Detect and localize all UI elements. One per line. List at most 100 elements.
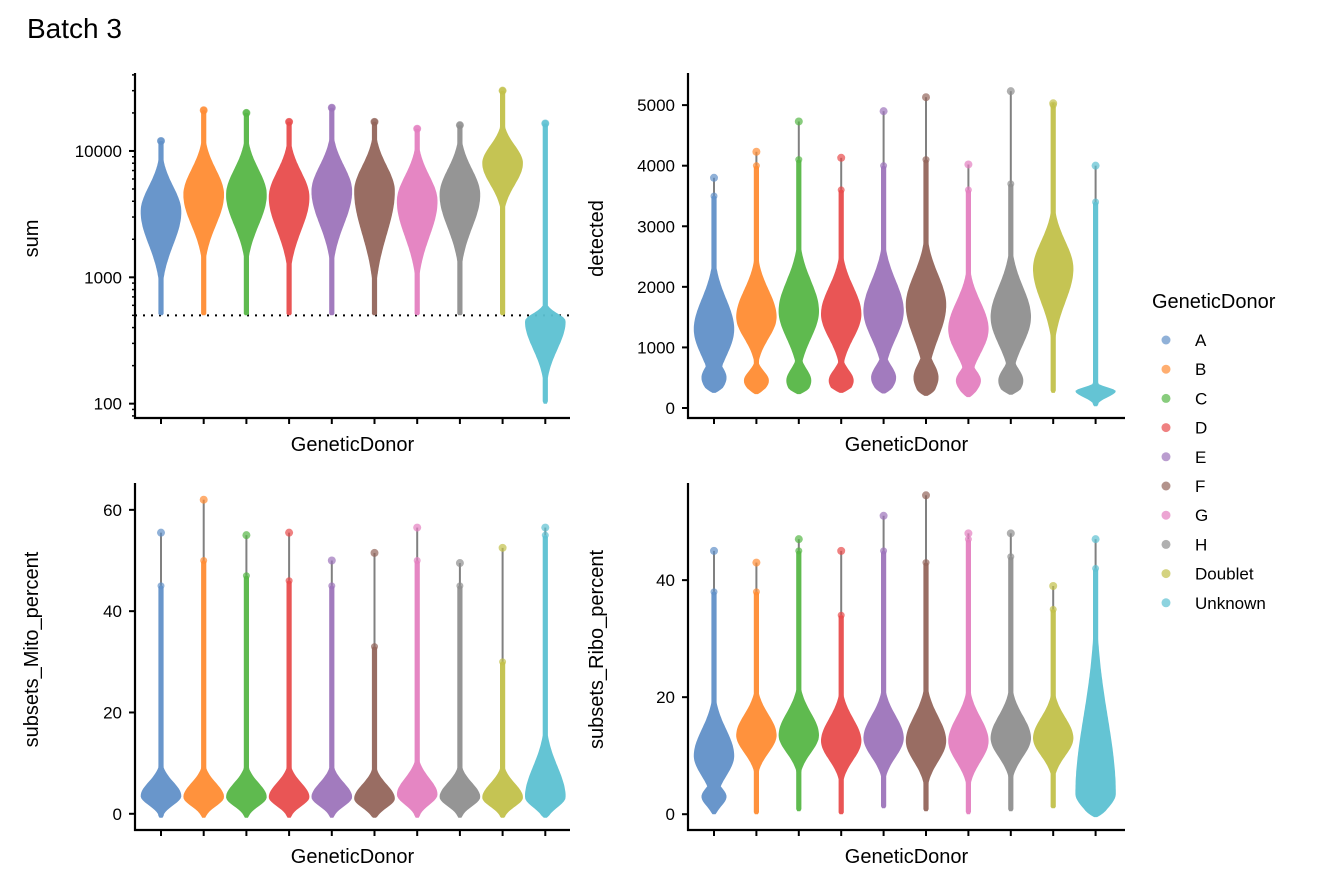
legend-item-F: F	[1161, 477, 1205, 496]
outlier-point	[1007, 180, 1015, 188]
violin-body	[140, 141, 182, 316]
legend-swatch	[1161, 452, 1171, 462]
outlier-point	[413, 125, 421, 133]
outlier-point	[242, 109, 250, 117]
legend-swatch	[1161, 598, 1171, 608]
violin-body	[990, 183, 1031, 395]
panel-subsets_Ribo_percent: 0 20 40 GeneticDonor subsets_Ribo_percent	[586, 483, 1125, 868]
panels: 100100010000GeneticDonorsum0100020003000…	[21, 73, 1125, 868]
outlier-point	[200, 106, 208, 114]
y-tick-label: 1000	[84, 268, 122, 287]
legend-label: F	[1195, 477, 1205, 496]
outlier-point	[710, 546, 718, 555]
violin-C	[226, 108, 267, 316]
legend-item-B: B	[1161, 360, 1206, 379]
violin-D	[268, 528, 310, 818]
legend-label: Doublet	[1195, 565, 1254, 584]
violin-body	[1033, 105, 1074, 393]
outlier-point	[1091, 161, 1100, 170]
outlier-point	[752, 558, 761, 567]
outlier-point	[285, 118, 293, 126]
violin-B	[183, 106, 224, 316]
outlier-point	[1007, 553, 1015, 561]
violin-A	[140, 136, 182, 316]
outlier-point	[456, 582, 464, 590]
violin-G	[396, 124, 438, 316]
panel-sum: 100 1000 10000 GeneticDonor sum	[21, 73, 570, 456]
legend-label: E	[1195, 448, 1206, 467]
y-tick-label: 2000	[637, 278, 675, 297]
violin-Unknown	[1075, 535, 1116, 818]
legend-item-D: D	[1161, 419, 1207, 438]
violin-body	[482, 90, 523, 316]
outlier-point	[371, 118, 378, 126]
outlier-point	[752, 147, 761, 156]
outlier-point	[922, 491, 930, 500]
legend-label: Unknown	[1195, 594, 1266, 613]
violin-Doublet	[1033, 99, 1074, 393]
legend-item-Doublet: Doublet	[1161, 565, 1254, 584]
y-axis-label: sum	[21, 220, 43, 258]
violin-body	[396, 128, 438, 316]
y-tick-label: 40	[103, 602, 122, 621]
violin-body	[863, 165, 904, 394]
violin-body	[525, 535, 566, 818]
legend-label: C	[1195, 389, 1207, 408]
y-tick-label: 60	[103, 501, 122, 520]
outlier-point	[200, 557, 208, 565]
y-tick-label: 100	[94, 395, 122, 414]
violin-C	[226, 531, 267, 818]
violin-body	[821, 615, 862, 815]
outlier-point	[328, 104, 336, 112]
outlier-point	[964, 186, 972, 194]
violin-F	[905, 491, 947, 812]
violin-H	[439, 559, 481, 818]
outlier-point	[455, 559, 464, 568]
y-tick-label: 3000	[637, 217, 675, 236]
violin-B	[183, 495, 224, 818]
violin-body	[990, 556, 1031, 812]
outlier-point	[794, 535, 803, 544]
violin-body	[1075, 568, 1116, 818]
violin-A	[693, 546, 735, 815]
outlier-point	[880, 162, 888, 170]
outlier-point	[541, 119, 549, 127]
violin-D	[821, 546, 862, 815]
outlier-point	[413, 557, 421, 565]
outlier-point	[456, 121, 464, 129]
outlier-point	[1049, 605, 1057, 613]
outlier-point	[964, 535, 972, 543]
outlier-point	[752, 588, 760, 596]
violin-body	[948, 189, 989, 398]
outlier-point	[1092, 198, 1100, 206]
outlier-point	[541, 523, 550, 532]
violin-body	[226, 575, 267, 818]
violin-D	[821, 153, 862, 393]
outlier-point	[710, 173, 718, 182]
outlier-point	[499, 658, 507, 666]
violin-body	[183, 560, 224, 818]
violin-body	[1033, 609, 1074, 809]
legend-swatch	[1161, 364, 1171, 374]
outlier-point	[922, 93, 930, 102]
violin-Unknown	[1075, 161, 1116, 407]
violin-body	[863, 550, 904, 809]
violin-body	[736, 591, 777, 815]
y-axis-label: detected	[586, 200, 608, 277]
y-tick-label: 5000	[637, 96, 675, 115]
outlier-point	[922, 559, 930, 567]
y-tick-label: 0	[666, 805, 675, 824]
violin-A	[693, 173, 735, 393]
y-axis-label: subsets_Ribo_percent	[586, 550, 608, 749]
violin-body	[905, 159, 947, 396]
violin-body	[439, 585, 481, 818]
legend-item-Unknown: Unknown	[1161, 594, 1266, 613]
violin-Unknown	[525, 523, 566, 818]
outlier-point	[541, 531, 549, 539]
legend-title: GeneticDonor	[1152, 291, 1276, 313]
violin-body	[821, 189, 862, 393]
outlier-point	[880, 547, 888, 555]
violin-body	[183, 110, 224, 316]
